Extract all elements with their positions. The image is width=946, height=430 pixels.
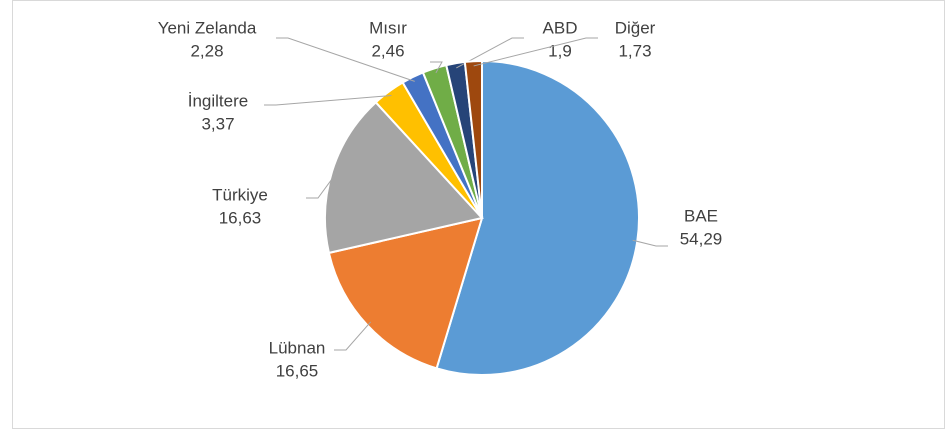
- slice-value: 54,29: [680, 229, 723, 248]
- leader-line: [456, 37, 524, 69]
- slice-label: Diğer: [615, 18, 656, 37]
- slice-label: BAE: [684, 206, 718, 225]
- slice-value: 16,63: [219, 208, 262, 227]
- leader-line: [276, 37, 415, 82]
- slice-value: 2,28: [190, 41, 223, 60]
- slice-value: 16,65: [276, 361, 319, 380]
- leader-line: [473, 37, 598, 67]
- slice-label: İngiltere: [188, 91, 248, 110]
- leader-line: [264, 95, 392, 106]
- slice-label: ABD: [543, 18, 578, 37]
- slice-label: Yeni Zelanda: [158, 18, 257, 37]
- leader-line: [430, 61, 443, 74]
- pie-slice: [324, 100, 484, 255]
- leader-line: [632, 239, 668, 247]
- slice-label: Lübnan: [269, 338, 326, 357]
- slice-label: Türkiye: [212, 185, 268, 204]
- slice-label: Mısır: [369, 18, 407, 37]
- slice-value: 3,37: [201, 114, 234, 133]
- slice-value: 2,46: [371, 41, 404, 60]
- leader-line: [306, 172, 338, 199]
- slice-value: 1,73: [618, 41, 651, 60]
- leader-line: [334, 321, 372, 351]
- pie-slice: [463, 59, 483, 219]
